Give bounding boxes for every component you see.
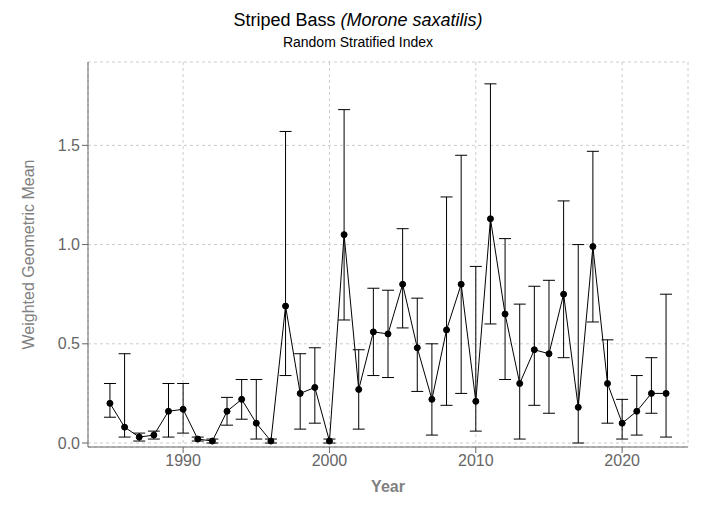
svg-text:Weighted Geometric Mean: Weighted Geometric Mean <box>20 159 37 349</box>
svg-text:0.0: 0.0 <box>58 435 80 452</box>
html-text:Striped Bass (Morone saxatilis: Striped Bass (Morone saxatilis) <box>233 10 483 30</box>
svg-text:2020: 2020 <box>604 452 640 469</box>
svg-text:2010: 2010 <box>458 452 494 469</box>
svg-text:2000: 2000 <box>312 452 348 469</box>
svg-text:Year: Year <box>371 478 405 495</box>
svg-text:1990: 1990 <box>165 452 201 469</box>
svg-text:0.5: 0.5 <box>58 335 80 352</box>
svg-text:1.5: 1.5 <box>58 137 80 154</box>
html-text:Random Stratified Index: Random Stratified Index <box>282 34 434 50</box>
svg-text:1.0: 1.0 <box>58 236 80 253</box>
